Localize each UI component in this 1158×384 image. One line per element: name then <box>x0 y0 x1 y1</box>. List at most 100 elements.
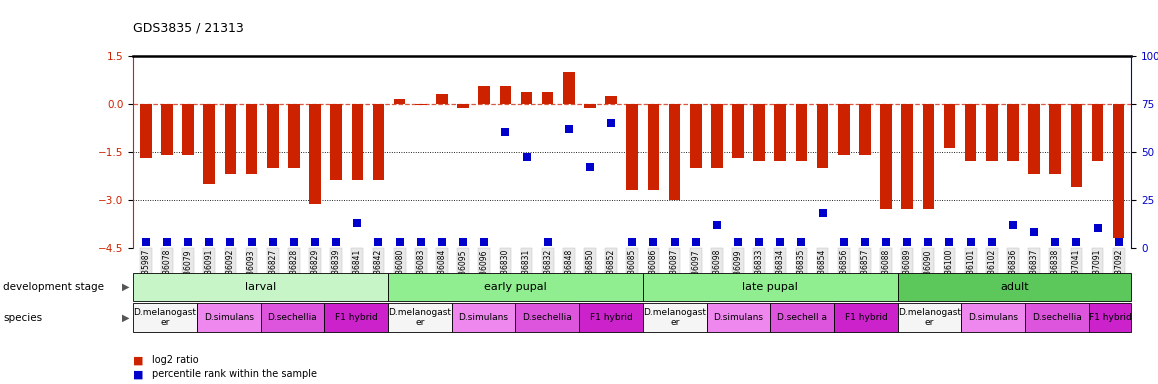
Point <box>411 239 430 245</box>
Point <box>327 239 345 245</box>
Text: early pupal: early pupal <box>484 282 547 292</box>
Point <box>221 239 240 245</box>
Bar <box>626 104 638 190</box>
Text: percentile rank within the sample: percentile rank within the sample <box>152 369 316 379</box>
Bar <box>457 104 469 109</box>
Point <box>178 239 197 245</box>
Text: larval: larval <box>245 282 277 292</box>
Point <box>538 239 557 245</box>
Point <box>982 239 1001 245</box>
Point <box>940 239 959 245</box>
Point <box>623 239 642 245</box>
Bar <box>478 86 490 104</box>
Bar <box>1049 104 1061 174</box>
Text: GDS3835 / 21313: GDS3835 / 21313 <box>133 22 244 35</box>
Point <box>1089 225 1107 232</box>
Text: D.sechellia: D.sechellia <box>267 313 317 322</box>
Text: D.melanogast
er: D.melanogast er <box>643 308 706 328</box>
Bar <box>563 72 574 104</box>
Point <box>433 239 452 245</box>
Bar <box>754 104 765 161</box>
Point <box>285 239 303 245</box>
Text: F1 hybrid: F1 hybrid <box>1089 313 1131 322</box>
Text: F1 hybrid: F1 hybrid <box>589 313 632 322</box>
Text: D.sechellia: D.sechellia <box>1032 313 1082 322</box>
Bar <box>880 104 892 209</box>
Text: D.melanogast
er: D.melanogast er <box>133 308 197 328</box>
Bar <box>1028 104 1040 174</box>
Text: species: species <box>3 313 43 323</box>
Point <box>137 239 155 245</box>
Bar <box>584 104 595 109</box>
Point <box>771 239 790 245</box>
Point <box>1004 222 1023 228</box>
Text: D.melanogast
er: D.melanogast er <box>388 308 452 328</box>
Text: D.melanogast
er: D.melanogast er <box>899 308 961 328</box>
Bar <box>182 104 195 155</box>
Point <box>369 239 388 245</box>
Point <box>602 120 621 126</box>
Text: ■: ■ <box>133 369 144 379</box>
Bar <box>1113 104 1124 238</box>
Text: ▶: ▶ <box>123 313 130 323</box>
Point <box>1109 239 1128 245</box>
Point <box>750 239 769 245</box>
Bar <box>437 94 448 104</box>
Text: adult: adult <box>1001 282 1028 292</box>
Bar <box>732 104 743 158</box>
Bar <box>161 104 173 155</box>
Text: D.simulans: D.simulans <box>204 313 254 322</box>
Bar <box>901 104 913 209</box>
Bar <box>267 104 279 168</box>
Point <box>961 239 980 245</box>
Text: D.simulans: D.simulans <box>459 313 508 322</box>
Point <box>813 210 831 216</box>
Point <box>1046 239 1064 245</box>
Point <box>708 222 726 228</box>
Bar <box>838 104 850 155</box>
Bar <box>606 96 617 104</box>
Bar <box>542 93 554 104</box>
Point <box>1068 239 1086 245</box>
Bar <box>816 104 828 168</box>
Point <box>580 164 599 170</box>
Point <box>475 239 493 245</box>
Bar <box>394 99 405 104</box>
Bar <box>204 104 215 184</box>
Bar <box>330 104 342 180</box>
Bar <box>521 93 533 104</box>
Point <box>200 239 219 245</box>
Point <box>559 126 578 132</box>
Text: late pupal: late pupal <box>742 282 798 292</box>
Bar <box>669 104 681 200</box>
Text: log2 ratio: log2 ratio <box>152 355 198 365</box>
Point <box>897 239 916 245</box>
Bar <box>859 104 871 155</box>
Bar <box>245 104 257 174</box>
Point <box>644 239 662 245</box>
Point <box>306 239 324 245</box>
Text: development stage: development stage <box>3 282 104 292</box>
Bar <box>985 104 997 161</box>
Point <box>242 239 261 245</box>
Text: F1 hybrid: F1 hybrid <box>844 313 887 322</box>
Text: D.simulans: D.simulans <box>968 313 1018 322</box>
Point <box>454 239 472 245</box>
Text: ▶: ▶ <box>123 282 130 292</box>
Point <box>666 239 684 245</box>
Text: D.simulans: D.simulans <box>713 313 763 322</box>
Point <box>687 239 705 245</box>
Point <box>518 154 536 161</box>
Bar <box>373 104 384 180</box>
Bar <box>711 104 723 168</box>
Point <box>792 239 811 245</box>
Point <box>390 239 409 245</box>
Point <box>877 239 895 245</box>
Bar <box>965 104 976 161</box>
Bar <box>1092 104 1104 161</box>
Bar <box>775 104 786 161</box>
Bar <box>499 86 511 104</box>
Bar <box>1070 104 1083 187</box>
Point <box>1025 229 1043 235</box>
Bar <box>796 104 807 161</box>
